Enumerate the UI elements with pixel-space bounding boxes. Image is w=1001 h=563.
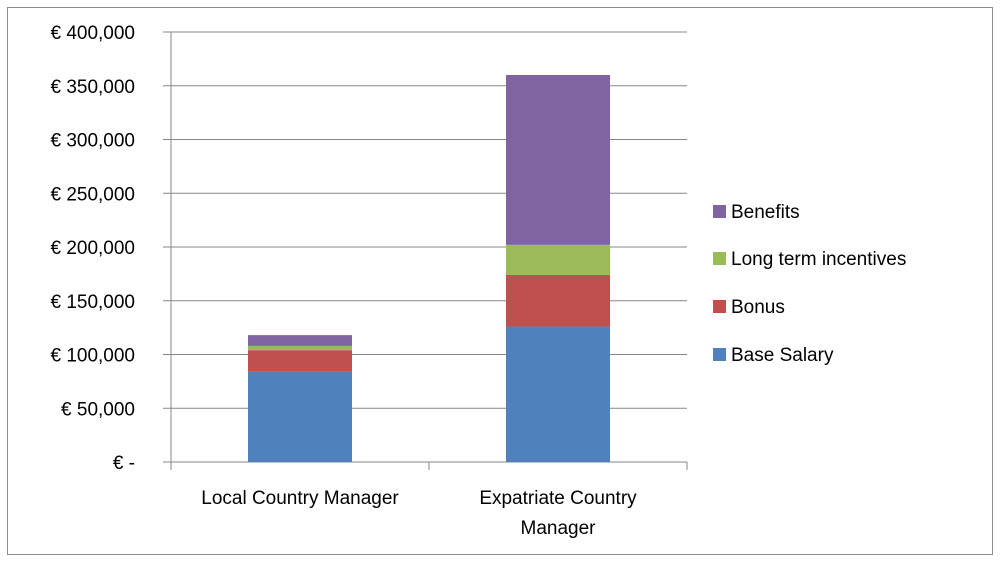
legend-label: Benefits [731,202,800,223]
y-tick-label: € 50,000 [61,399,135,420]
y-tick-label: € 250,000 [50,184,135,205]
x-tick-label: Manager [521,518,597,539]
y-tick-label: € 150,000 [50,292,135,313]
x-tick-label: Local Country Manager [201,488,399,509]
bar-benefits [506,75,610,245]
y-tick-label: € 400,000 [50,23,135,44]
legend-swatch [713,205,726,218]
legend-swatch [713,300,726,313]
legend-swatch [713,348,726,361]
bar-bonus [506,274,610,327]
legend-label: Base Salary [731,345,834,366]
bar-bonus [248,350,352,372]
bar-long-term-incentives [248,345,352,351]
y-tick-label: € 300,000 [50,131,135,152]
bar-base-salary [506,326,610,462]
y-tick-label: € - [113,453,135,474]
y-tick-label: € 200,000 [50,238,135,259]
legend-swatch [713,252,726,265]
y-tick-label: € 100,000 [50,346,135,367]
bar-base-salary [248,371,352,462]
legend-label: Long term incentives [731,249,906,270]
bar-benefits [248,335,352,346]
legend-label: Bonus [731,297,785,318]
y-tick-label: € 350,000 [50,77,135,98]
x-tick-label: Expatriate Country [479,488,637,509]
bar-long-term-incentives [506,244,610,275]
